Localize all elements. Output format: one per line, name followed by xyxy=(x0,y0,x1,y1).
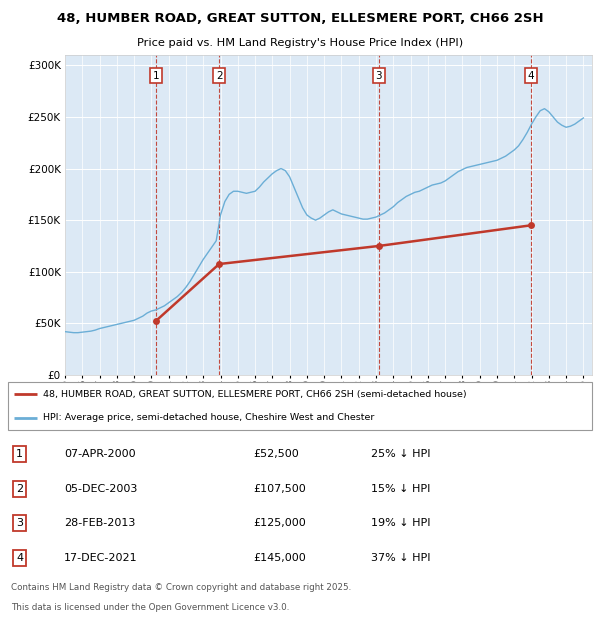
Text: Price paid vs. HM Land Registry's House Price Index (HPI): Price paid vs. HM Land Registry's House … xyxy=(137,38,463,48)
Text: £52,500: £52,500 xyxy=(253,450,299,459)
Text: 1: 1 xyxy=(16,450,23,459)
Text: 37% ↓ HPI: 37% ↓ HPI xyxy=(371,553,430,563)
Text: 4: 4 xyxy=(527,71,534,81)
Text: 1: 1 xyxy=(153,71,160,81)
Text: 4: 4 xyxy=(16,553,23,563)
Text: 19% ↓ HPI: 19% ↓ HPI xyxy=(371,518,430,528)
Text: Contains HM Land Registry data © Crown copyright and database right 2025.: Contains HM Land Registry data © Crown c… xyxy=(11,583,351,593)
Text: 28-FEB-2013: 28-FEB-2013 xyxy=(64,518,136,528)
Text: HPI: Average price, semi-detached house, Cheshire West and Chester: HPI: Average price, semi-detached house,… xyxy=(43,414,375,422)
Text: 48, HUMBER ROAD, GREAT SUTTON, ELLESMERE PORT, CH66 2SH (semi-detached house): 48, HUMBER ROAD, GREAT SUTTON, ELLESMERE… xyxy=(43,389,467,399)
Text: £107,500: £107,500 xyxy=(253,484,305,494)
Text: 15% ↓ HPI: 15% ↓ HPI xyxy=(371,484,430,494)
Text: 48, HUMBER ROAD, GREAT SUTTON, ELLESMERE PORT, CH66 2SH: 48, HUMBER ROAD, GREAT SUTTON, ELLESMERE… xyxy=(56,12,544,25)
Text: £145,000: £145,000 xyxy=(253,553,305,563)
Text: 3: 3 xyxy=(376,71,382,81)
Text: 07-APR-2000: 07-APR-2000 xyxy=(64,450,136,459)
Text: 17-DEC-2021: 17-DEC-2021 xyxy=(64,553,137,563)
Text: 25% ↓ HPI: 25% ↓ HPI xyxy=(371,450,430,459)
Text: £125,000: £125,000 xyxy=(253,518,305,528)
Text: 3: 3 xyxy=(16,518,23,528)
Text: 2: 2 xyxy=(216,71,223,81)
Text: 2: 2 xyxy=(16,484,23,494)
FancyBboxPatch shape xyxy=(8,382,592,430)
Text: 05-DEC-2003: 05-DEC-2003 xyxy=(64,484,137,494)
Text: This data is licensed under the Open Government Licence v3.0.: This data is licensed under the Open Gov… xyxy=(11,603,289,612)
